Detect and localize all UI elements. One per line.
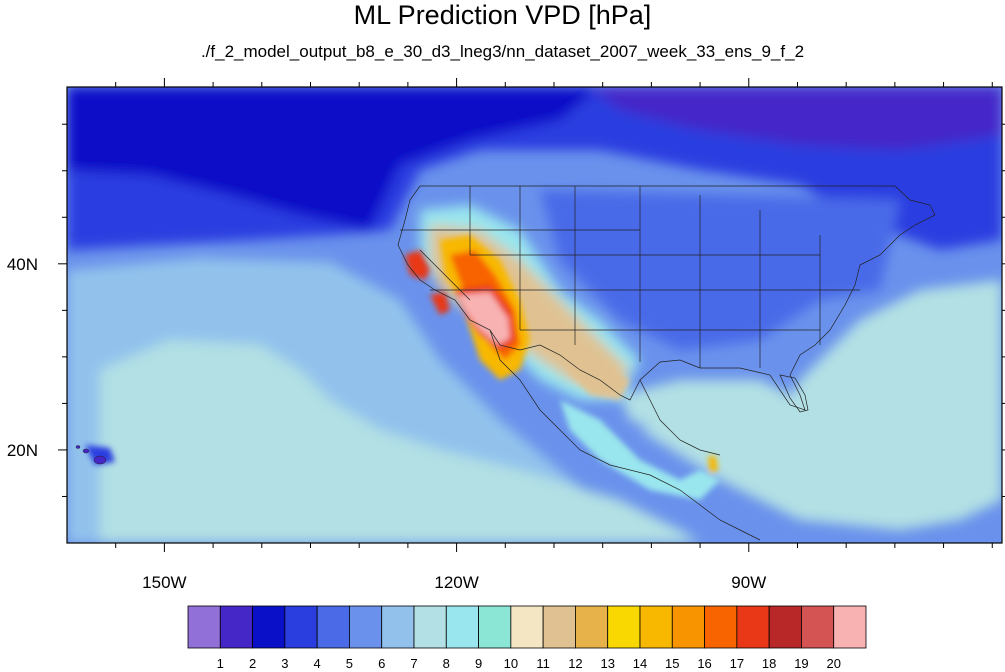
colorbar-swatch <box>413 605 447 649</box>
colorbar-label: 10 <box>504 656 518 671</box>
colorbar-label: 17 <box>730 656 744 671</box>
chart-title: ML Prediction VPD [hPa] <box>353 0 652 30</box>
colorbar-label: 9 <box>475 656 482 671</box>
colorbar-swatch <box>671 605 705 649</box>
colorbar: 1 2 3 4 5 6 7 8 9 10 11 12 13 14 15 16 17 18 19 20 <box>187 605 867 671</box>
y-tick-label: 40N <box>7 255 38 274</box>
colorbar-label: 19 <box>794 656 808 671</box>
colorbar-swatch <box>381 605 415 649</box>
colorbar-label: 2 <box>249 656 256 671</box>
colorbar-swatch <box>542 605 576 649</box>
x-tick-label: 150W <box>142 573 186 592</box>
colorbar-swatch <box>833 605 867 649</box>
x-tick-label: 120W <box>434 573 478 592</box>
colorbar-swatch <box>187 605 221 649</box>
colorbar-swatch <box>252 605 286 649</box>
colorbar-label: 16 <box>697 656 711 671</box>
gulf-coastline <box>639 379 721 456</box>
y-tick-label: 20N <box>7 441 38 460</box>
colorbar-label: 1 <box>217 656 224 671</box>
colorbar-swatch <box>349 605 383 649</box>
field-pacific-pale <box>100 340 700 543</box>
field-coast-red <box>405 250 430 280</box>
colorbar-swatch <box>736 605 770 649</box>
colorbar-label: 12 <box>568 656 582 671</box>
colorbar-label: 5 <box>346 656 353 671</box>
colorbar-label: 7 <box>410 656 417 671</box>
colorbar-label: 3 <box>281 656 288 671</box>
field-coast-red2 <box>430 292 450 315</box>
colorbar-label: 14 <box>633 656 647 671</box>
field-atlantic-pale <box>640 280 1002 530</box>
colorbar-label: 18 <box>762 656 776 671</box>
map-frame <box>66 86 1003 544</box>
colorbar-swatch <box>445 605 479 649</box>
hawaii-islands <box>75 445 107 465</box>
colorbar-swatch <box>768 605 802 649</box>
colorbar-label: 13 <box>600 656 614 671</box>
colorbar-label: 4 <box>314 656 321 671</box>
colorbar-swatch <box>510 605 544 649</box>
colorbar-swatch <box>219 605 253 649</box>
field-arctic-purple <box>590 87 1002 150</box>
mexico-coastline <box>489 329 761 541</box>
map-axes: 150W 120W 90W 40N 20N <box>7 78 1005 592</box>
colorbar-swatch <box>284 605 318 649</box>
colorbar-label: 15 <box>665 656 679 671</box>
vpd-map <box>67 87 1002 543</box>
x-tick-label: 90W <box>731 573 766 592</box>
colorbar-label: 11 <box>536 656 550 671</box>
florida-outline <box>779 374 809 413</box>
field-hawaii-blue <box>85 445 115 465</box>
colorbar-swatch <box>575 605 609 649</box>
field-mexico-cyan <box>560 400 720 500</box>
colorbar-label: 8 <box>443 656 450 671</box>
colorbar-label: 20 <box>826 656 840 671</box>
colorbar-label: 6 <box>378 656 385 671</box>
chart-subtitle: ./f_2_model_output_b8_e_30_d3_lneg3/nn_d… <box>200 42 805 61</box>
field-north-darkest <box>67 87 600 230</box>
colorbar-swatch <box>801 605 835 649</box>
colorbar-swatch <box>639 605 673 649</box>
colorbar-swatch <box>478 605 512 649</box>
field-mexico-tan <box>560 350 630 400</box>
field-sw-max <box>458 292 510 345</box>
colorbar-swatch <box>704 605 738 649</box>
colorbar-swatch <box>316 605 350 649</box>
field-yucatan-orange <box>708 456 718 474</box>
state-boundaries <box>397 185 936 411</box>
colorbar-swatch <box>607 605 641 649</box>
